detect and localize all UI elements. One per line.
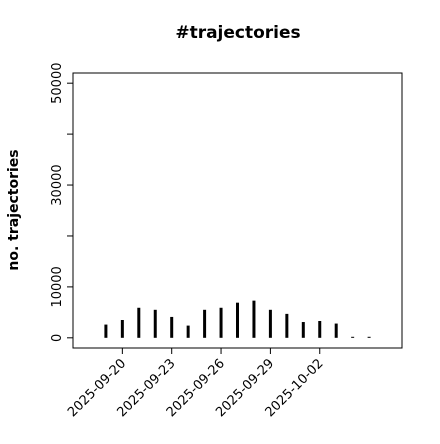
y-tick-label: 30000 xyxy=(50,164,65,205)
plot-frame xyxy=(72,72,403,349)
y-axis-label: no. trajectories xyxy=(6,149,22,270)
y-tick-label: 0 xyxy=(50,334,65,342)
chart-title: #trajectories xyxy=(175,23,300,43)
y-tick-label: 50000 xyxy=(50,63,65,104)
y-tick-label: 10000 xyxy=(50,266,65,307)
